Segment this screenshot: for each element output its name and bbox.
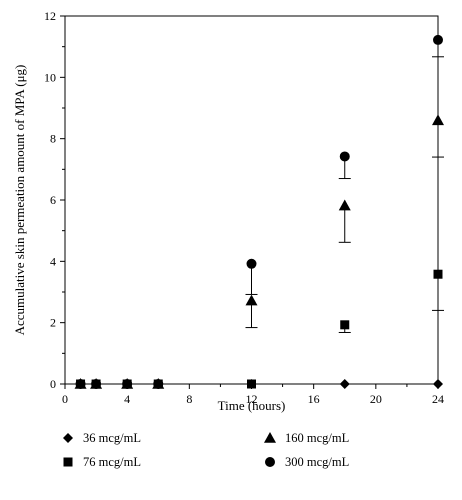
x-tick-label: 16 xyxy=(308,392,320,406)
data-point-circle xyxy=(91,379,102,389)
data-point-circle xyxy=(433,34,443,45)
data-point-circle xyxy=(153,379,164,389)
y-tick-label: 12 xyxy=(44,9,56,23)
y-tick-label: 4 xyxy=(50,254,56,268)
legend-label: 36 mcg/mL xyxy=(83,431,141,445)
legend-marker-circle xyxy=(265,457,275,467)
data-point-triangle xyxy=(245,294,258,306)
data-point-square xyxy=(433,269,443,279)
x-tick-label: 20 xyxy=(370,392,382,406)
data-marks xyxy=(74,34,444,389)
x-axis-label: Time (hours) xyxy=(218,398,286,413)
data-point-diamond xyxy=(339,379,350,389)
data-point-circle xyxy=(246,258,257,269)
legend-marker-square xyxy=(63,457,73,467)
legend-label: 76 mcg/mL xyxy=(83,455,141,469)
y-tick-label: 2 xyxy=(50,316,56,330)
legend: 36 mcg/mL 160 mcg/mL 76 mcg/mL 300 mcg/mL xyxy=(63,431,349,469)
y-tick-label: 0 xyxy=(50,377,56,391)
x-tick-label: 0 xyxy=(62,392,68,406)
data-point-circle xyxy=(75,379,86,389)
plot-frame xyxy=(64,15,439,385)
legend-label: 160 mcg/mL xyxy=(285,431,349,445)
data-point-circle xyxy=(122,379,133,389)
data-point-triangle xyxy=(432,114,444,126)
y-tick-label: 6 xyxy=(50,193,56,207)
legend-marker-triangle xyxy=(264,432,276,443)
x-tick-label: 4 xyxy=(124,392,130,406)
y-tick-label: 8 xyxy=(50,132,56,146)
data-point-diamond xyxy=(433,379,443,389)
data-point-square xyxy=(340,320,350,330)
x-tick-label: 12 xyxy=(246,392,258,406)
x-tick-label: 24 xyxy=(432,392,444,406)
x-tick-label: 8 xyxy=(186,392,192,406)
legend-label: 300 mcg/mL xyxy=(285,455,349,469)
data-point-triangle xyxy=(338,199,351,211)
legend-marker-diamond xyxy=(63,433,73,443)
data-point-circle xyxy=(339,151,350,162)
y-tick-label: 10 xyxy=(44,70,56,84)
y-axis-label: Accumulative skin permeation amount of M… xyxy=(12,65,27,336)
data-point-square xyxy=(247,379,256,389)
plot-area xyxy=(64,15,439,385)
